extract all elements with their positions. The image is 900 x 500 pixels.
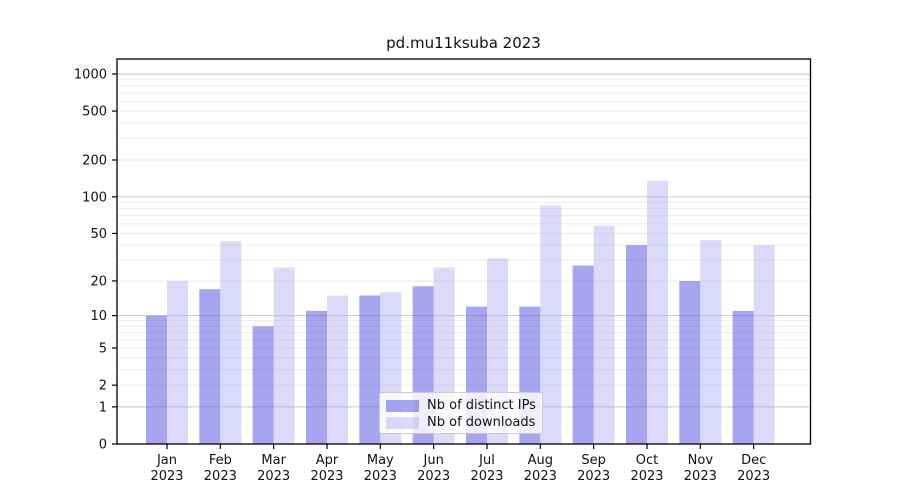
bar-distinct-ips-dec — [732, 310, 754, 444]
legend-label-distinct-ips: Nb of distinct IPs — [427, 398, 536, 413]
y-tick-label: 2 — [99, 379, 107, 394]
x-tick-label-month: May — [367, 453, 394, 468]
x-tick-label-month: Feb — [209, 453, 232, 468]
x-tick-label-year: 2023 — [577, 469, 610, 484]
x-tick-label-year: 2023 — [150, 469, 183, 484]
x-tick-label-year: 2023 — [417, 469, 450, 484]
bar-distinct-ips-jan — [146, 315, 167, 444]
plot-border — [116, 58, 812, 445]
bar-downloads-nov — [700, 240, 722, 444]
y-tick-label: 0 — [99, 438, 107, 453]
x-tick-label-month: Dec — [741, 453, 766, 468]
bar-downloads-sep — [593, 225, 615, 444]
bar-distinct-ips-nov — [679, 280, 701, 444]
bar-downloads-apr — [326, 295, 348, 444]
bar-distinct-ips-mar — [252, 326, 274, 444]
x-tick-label-year: 2023 — [204, 469, 237, 484]
x-tick-label-month: Oct — [636, 453, 658, 468]
x-tick-label-year: 2023 — [364, 469, 397, 484]
bar-distinct-ips-feb — [199, 289, 221, 444]
x-tick-label-year: 2023 — [684, 469, 717, 484]
legend-item-distinct-ips: Nb of distinct IPs — [386, 397, 536, 414]
bar-downloads-oct — [646, 180, 668, 444]
legend-swatch-distinct-ips — [386, 399, 419, 412]
bar-distinct-ips-may — [359, 295, 381, 444]
y-tick-label: 500 — [82, 105, 107, 120]
y-tick-label: 1000 — [74, 68, 107, 83]
x-tick-label-month: Jun — [423, 453, 444, 468]
x-tick-label-year: 2023 — [257, 469, 290, 484]
legend-item-downloads: Nb of downloads — [386, 414, 536, 431]
y-tick-label: 10 — [90, 309, 107, 324]
x-tick-label-month: Mar — [261, 453, 286, 468]
legend-swatch-downloads — [386, 416, 419, 429]
legend-label-downloads: Nb of downloads — [427, 415, 536, 430]
bar-downloads-aug — [540, 205, 562, 444]
x-tick-label-month: Nov — [688, 453, 714, 468]
x-tick-label-month: Jan — [156, 453, 177, 468]
x-tick-label-year: 2023 — [310, 469, 343, 484]
y-tick-label: 20 — [90, 274, 107, 289]
y-tick-label: 100 — [82, 190, 107, 205]
x-tick-label-year: 2023 — [524, 469, 557, 484]
bar-downloads-feb — [220, 241, 242, 444]
x-tick-label-month: Sep — [581, 453, 606, 468]
bar-distinct-ips-apr — [305, 310, 327, 444]
chart-title: pd.mu11ksuba 2023 — [386, 34, 541, 52]
y-tick-label: 200 — [82, 153, 107, 168]
x-tick-label-year: 2023 — [470, 469, 503, 484]
y-tick-label: 50 — [90, 227, 107, 242]
bar-downloads-dec — [753, 245, 775, 444]
x-tick-label-month: Apr — [316, 453, 339, 468]
bar-downloads-mar — [273, 267, 295, 444]
x-tick-label-year: 2023 — [630, 469, 663, 484]
bar-distinct-ips-sep — [572, 265, 594, 444]
bar-distinct-ips-oct — [625, 245, 647, 444]
x-tick-label-month: Aug — [528, 453, 553, 468]
y-tick-label: 5 — [99, 342, 107, 357]
legend: Nb of distinct IPs Nb of downloads — [379, 392, 543, 434]
x-tick-label-year: 2023 — [737, 469, 770, 484]
x-tick-label-month: Jul — [478, 453, 495, 468]
bar-downloads-jan — [167, 280, 188, 444]
y-tick-label: 1 — [99, 400, 107, 415]
